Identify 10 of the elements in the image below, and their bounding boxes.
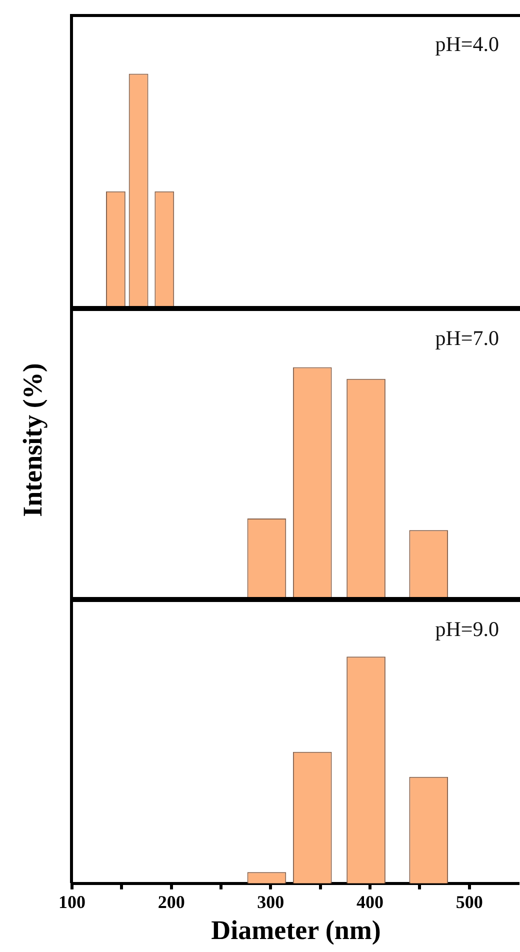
text: pH=7.0 xyxy=(435,326,499,350)
x-tick-label: 400 xyxy=(356,892,384,912)
x-tick-label: 500 xyxy=(456,892,483,912)
x-axis-title: Diameter (nm) xyxy=(210,915,382,946)
text: pH=4.0 xyxy=(435,32,499,56)
text: pH=9.0 xyxy=(435,617,499,642)
x-tick-label: 200 xyxy=(158,892,185,912)
x-tick-label: 300 xyxy=(257,892,284,912)
y-axis-title: Intensity (%) xyxy=(18,363,48,517)
x-tick-label: 100 xyxy=(58,892,86,912)
